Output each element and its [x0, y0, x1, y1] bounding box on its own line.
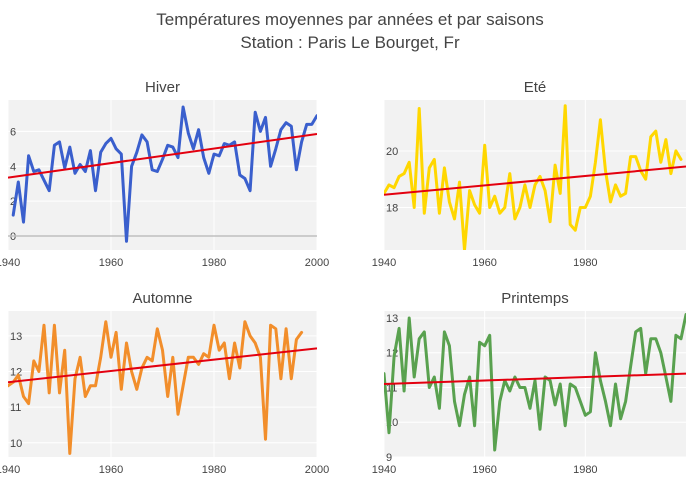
x-tick-label: 1980 [202, 257, 226, 269]
series-line-ete [384, 104, 683, 250]
x-tick-label: 1960 [472, 257, 496, 269]
panel-hiver: 0 2 4 6 1940 1960 1980 2000 Hiver [0, 79, 329, 269]
series-line-automne [8, 320, 304, 455]
y-tick-label: 9 [386, 452, 392, 464]
trend-line-automne [8, 347, 317, 384]
subplot-title-automne: Automne [132, 290, 192, 307]
trend-line-printemps [384, 372, 686, 385]
y-tick-label: 2 [10, 196, 16, 208]
x-tick-label: 1940 [372, 464, 396, 476]
x-tick-label: 1980 [202, 464, 226, 476]
y-tick-label: 10 [10, 438, 22, 450]
x-tick-label: 1940 [0, 257, 20, 269]
figure-title-line1: Températures moyennes par années et par … [156, 10, 543, 29]
panel-ete: 18 20 1940 1960 1980 Eté [372, 79, 686, 269]
subplot-title-ete: Eté [524, 79, 547, 96]
y-tick-label: 13 [386, 313, 398, 325]
trend-line-ete [384, 165, 686, 196]
x-tick-label: 1940 [0, 464, 20, 476]
x-tick-label: 1960 [472, 464, 496, 476]
panel-automne: 101112131940196019802000Automne [0, 290, 329, 476]
x-tick-label: 1940 [372, 257, 396, 269]
series-line-hiver [11, 105, 317, 243]
y-tick-label: 0 [10, 231, 16, 243]
x-tick-label: 1980 [573, 257, 597, 269]
plot-area-hiver [8, 100, 317, 250]
subplot-title-hiver: Hiver [145, 79, 180, 96]
y-tick-label: 4 [10, 161, 16, 173]
trend-line-hiver [8, 133, 317, 179]
x-tick-label: 1960 [99, 257, 123, 269]
figure-title-line2: Station : Paris Le Bourget, Fr [240, 33, 460, 52]
x-tick-label: 1960 [99, 464, 123, 476]
y-tick-label: 11 [10, 402, 21, 414]
y-tick-label: 20 [386, 146, 398, 158]
x-tick-label: 2000 [305, 464, 329, 476]
y-tick-label: 6 [10, 126, 16, 138]
x-tick-label: 2000 [305, 257, 329, 269]
y-tick-label: 13 [10, 331, 22, 343]
subplot-title-printemps: Printemps [501, 290, 569, 307]
x-tick-label: 1980 [573, 464, 597, 476]
y-tick-label: 18 [386, 203, 398, 215]
